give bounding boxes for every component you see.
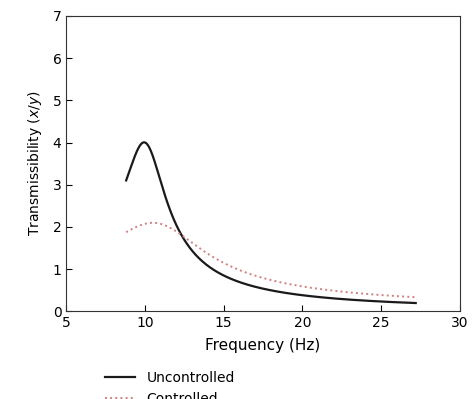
Controlled <box>264 277 270 281</box>
Uncontrolled <box>123 178 129 183</box>
Line: Uncontrolled: Uncontrolled <box>126 142 416 303</box>
Controlled <box>256 275 262 279</box>
Controlled <box>413 295 419 300</box>
Controlled <box>405 294 410 299</box>
Controlled <box>138 223 144 227</box>
Controlled <box>123 230 129 235</box>
Uncontrolled <box>405 300 410 305</box>
Controlled <box>404 294 410 299</box>
Controlled <box>351 290 357 295</box>
Uncontrolled <box>138 142 144 146</box>
Uncontrolled <box>256 285 262 290</box>
Uncontrolled <box>351 298 357 302</box>
Line: Controlled: Controlled <box>126 223 416 297</box>
Uncontrolled <box>141 140 147 145</box>
Uncontrolled <box>413 300 419 305</box>
Uncontrolled <box>404 300 410 305</box>
Y-axis label: Transmissibility ($x/y$): Transmissibility ($x/y$) <box>26 91 44 236</box>
Uncontrolled <box>264 287 270 292</box>
Legend: Uncontrolled, Controlled: Uncontrolled, Controlled <box>105 371 235 399</box>
Controlled <box>150 220 156 225</box>
X-axis label: Frequency (Hz): Frequency (Hz) <box>205 338 321 354</box>
